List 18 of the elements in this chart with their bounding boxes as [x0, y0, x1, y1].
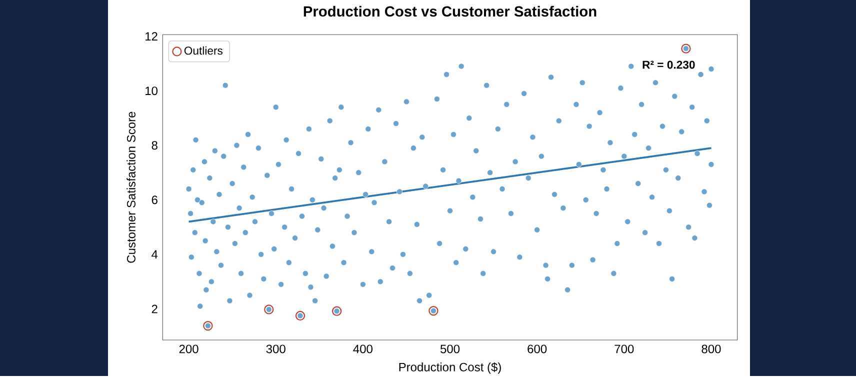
legend-label: Outliers	[184, 46, 223, 55]
x-axis-title: Production Cost ($)	[399, 362, 501, 374]
x-tick-label: 700	[614, 344, 634, 354]
annotation: R² = 0.230	[642, 60, 695, 69]
y-tick-label: 6	[152, 196, 158, 204]
x-tick-label: 800	[702, 344, 721, 354]
y-tick-label: 10	[146, 86, 158, 95]
y-tick-label: 12	[146, 32, 158, 40]
x-tick-label: 600	[528, 344, 547, 354]
y-tick-label: 2	[152, 304, 158, 314]
x-tick-label: 500	[440, 344, 460, 354]
chart-title: Production Cost vs Customer Satisfaction	[304, 6, 596, 17]
y-tick-label: 4	[152, 250, 158, 258]
x-tick-label: 200	[179, 344, 198, 354]
y-tick-label: 8	[152, 141, 158, 150]
x-tick-label: 400	[353, 344, 372, 354]
y-axis-title: Customer Satisfaction Score	[126, 112, 136, 263]
x-tick-label: 300	[266, 344, 286, 354]
